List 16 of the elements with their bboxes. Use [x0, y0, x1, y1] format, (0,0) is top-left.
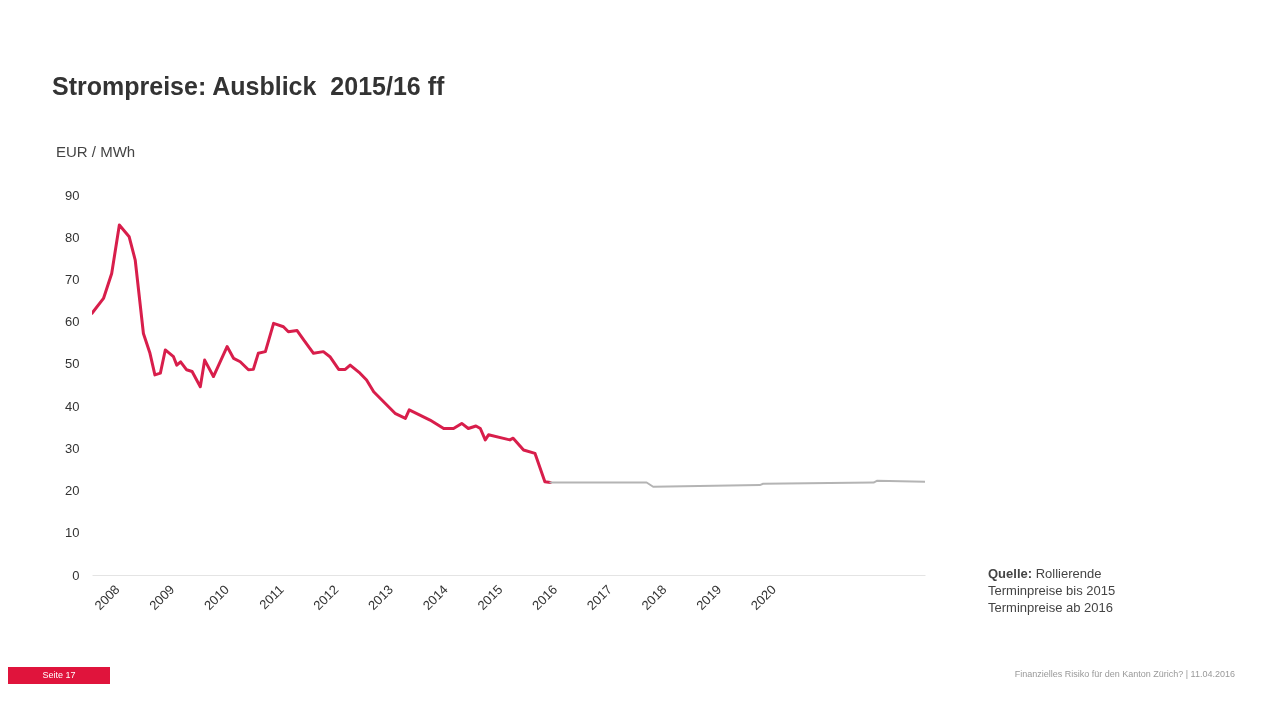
y-tick-label: 0	[72, 567, 80, 583]
y-tick-label: 90	[65, 187, 80, 203]
y-tick-label: 60	[65, 314, 80, 330]
y-tick-label: 10	[65, 525, 80, 541]
source-note: Quelle: Rollierende Terminpreise bis 2015 Terminpreise ab 2016	[988, 565, 1116, 616]
y-tick-label: 40	[65, 398, 80, 414]
y-tick-label: 80	[65, 229, 80, 245]
y-tick-label: 70	[65, 271, 80, 287]
chart-title: Strompreise: Ausblick 2015/16 ff	[52, 72, 445, 101]
y-tick-label: 50	[65, 356, 80, 372]
text: Seite 17	[8, 667, 110, 684]
y-tick-label: 20	[65, 483, 80, 499]
y-axis-title: EUR / MWh	[56, 143, 136, 160]
y-tick-label: 30	[65, 440, 80, 456]
line-series	[92, 223, 552, 485]
text: Finanzielles Risiko für den Kanton Zürich? | 11.04.2016	[1014, 669, 1235, 679]
